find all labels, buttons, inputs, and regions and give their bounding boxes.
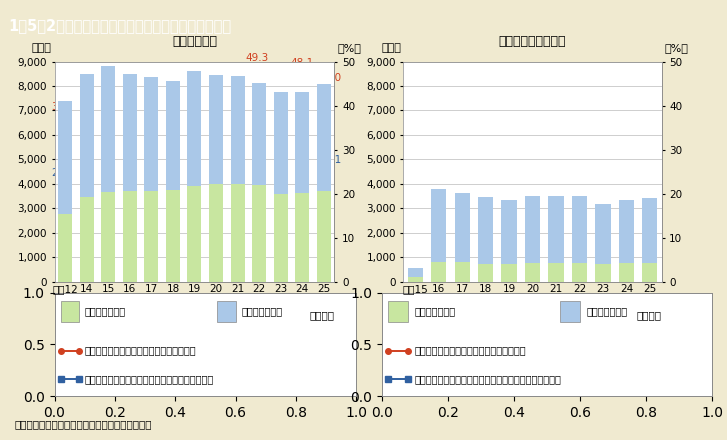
Text: 社会人入学者に占める女性割合（右目盛）: 社会人入学者に占める女性割合（右目盛）: [85, 345, 196, 356]
Bar: [595, 204, 611, 264]
Bar: [561, 301, 580, 322]
Text: 28.8: 28.8: [638, 143, 662, 153]
Bar: [525, 263, 540, 282]
Text: 修士課程入学者全体に占める女性割合（右目盛）: 修士課程入学者全体に占める女性割合（右目盛）: [85, 374, 214, 385]
Bar: [478, 197, 493, 264]
Text: 28.5: 28.5: [427, 144, 450, 154]
Text: 49.3: 49.3: [245, 53, 268, 63]
Bar: [188, 71, 201, 186]
Bar: [209, 184, 223, 282]
Bar: [230, 184, 244, 282]
Text: 社会人男性人数: 社会人男性人数: [587, 306, 628, 316]
Bar: [58, 101, 72, 214]
Text: 社会人男性人数: 社会人男性人数: [241, 306, 283, 316]
Text: 〈修士課程〉: 〈修士課程〉: [172, 35, 217, 48]
Text: （人）: （人）: [32, 43, 52, 53]
Text: 29.1: 29.1: [318, 155, 342, 165]
Bar: [454, 261, 470, 282]
Text: 1－5－2図　社会人大学院入学者数の推移（男女別）: 1－5－2図 社会人大学院入学者数の推移（男女別）: [9, 18, 232, 33]
Bar: [188, 186, 201, 282]
Bar: [317, 191, 331, 282]
Bar: [217, 301, 236, 322]
Text: 〈専門職学位課程〉: 〈専門職学位課程〉: [499, 35, 566, 48]
Bar: [431, 261, 446, 282]
Text: 37.1: 37.1: [52, 102, 75, 112]
Bar: [572, 263, 587, 282]
Bar: [252, 83, 266, 185]
Text: 専門職学位課程入学者全体に占める女性割合（右目盛）: 専門職学位課程入学者全体に占める女性割合（右目盛）: [414, 374, 562, 385]
Bar: [252, 185, 266, 282]
Bar: [123, 191, 137, 282]
Text: （備考）文部科学省「学校基本調査」より作成。: （備考）文部科学省「学校基本調査」より作成。: [15, 419, 152, 429]
Bar: [123, 74, 137, 191]
Bar: [502, 200, 517, 264]
Bar: [295, 92, 309, 193]
Text: （%）: （%）: [664, 43, 688, 53]
Bar: [58, 214, 72, 282]
Bar: [101, 192, 116, 282]
Bar: [642, 263, 657, 282]
Text: 社会人女性人数: 社会人女性人数: [414, 306, 456, 316]
Text: 25.9: 25.9: [545, 169, 568, 180]
Bar: [166, 191, 180, 282]
Text: 25.2: 25.2: [615, 172, 638, 183]
Bar: [101, 66, 116, 192]
Bar: [454, 193, 470, 261]
Bar: [80, 74, 94, 197]
Text: （年度）: （年度）: [310, 310, 334, 320]
Bar: [166, 81, 180, 191]
Bar: [80, 197, 94, 282]
Bar: [619, 263, 634, 282]
Text: 15.9: 15.9: [403, 215, 427, 225]
Text: 29.9: 29.9: [161, 152, 185, 162]
Bar: [295, 193, 309, 282]
Bar: [273, 194, 288, 282]
Bar: [525, 195, 540, 263]
Bar: [408, 268, 423, 277]
Bar: [408, 277, 423, 282]
Bar: [572, 196, 587, 263]
Text: 47.0: 47.0: [318, 73, 342, 84]
Bar: [317, 84, 331, 191]
Text: （人）: （人）: [381, 43, 401, 53]
Bar: [209, 74, 223, 184]
Text: 26.3: 26.3: [52, 168, 75, 178]
Bar: [548, 263, 563, 282]
Bar: [502, 264, 517, 282]
Bar: [595, 264, 611, 282]
Bar: [431, 189, 446, 261]
Bar: [145, 191, 158, 282]
Text: 20.5: 20.5: [403, 177, 427, 187]
Text: 社会人入学者に占める女性割合（右目盛）: 社会人入学者に占める女性割合（右目盛）: [414, 345, 526, 356]
Bar: [145, 77, 158, 191]
Bar: [230, 76, 244, 184]
Bar: [273, 92, 288, 194]
Text: 社会人女性人数: 社会人女性人数: [85, 306, 126, 316]
Bar: [478, 264, 493, 282]
Bar: [642, 198, 657, 263]
Bar: [388, 301, 408, 322]
Text: 48.1: 48.1: [291, 59, 314, 69]
Bar: [60, 301, 79, 322]
Text: （%）: （%）: [337, 43, 361, 53]
Bar: [619, 201, 634, 263]
Text: （年度）: （年度）: [637, 310, 662, 320]
Bar: [548, 195, 563, 263]
